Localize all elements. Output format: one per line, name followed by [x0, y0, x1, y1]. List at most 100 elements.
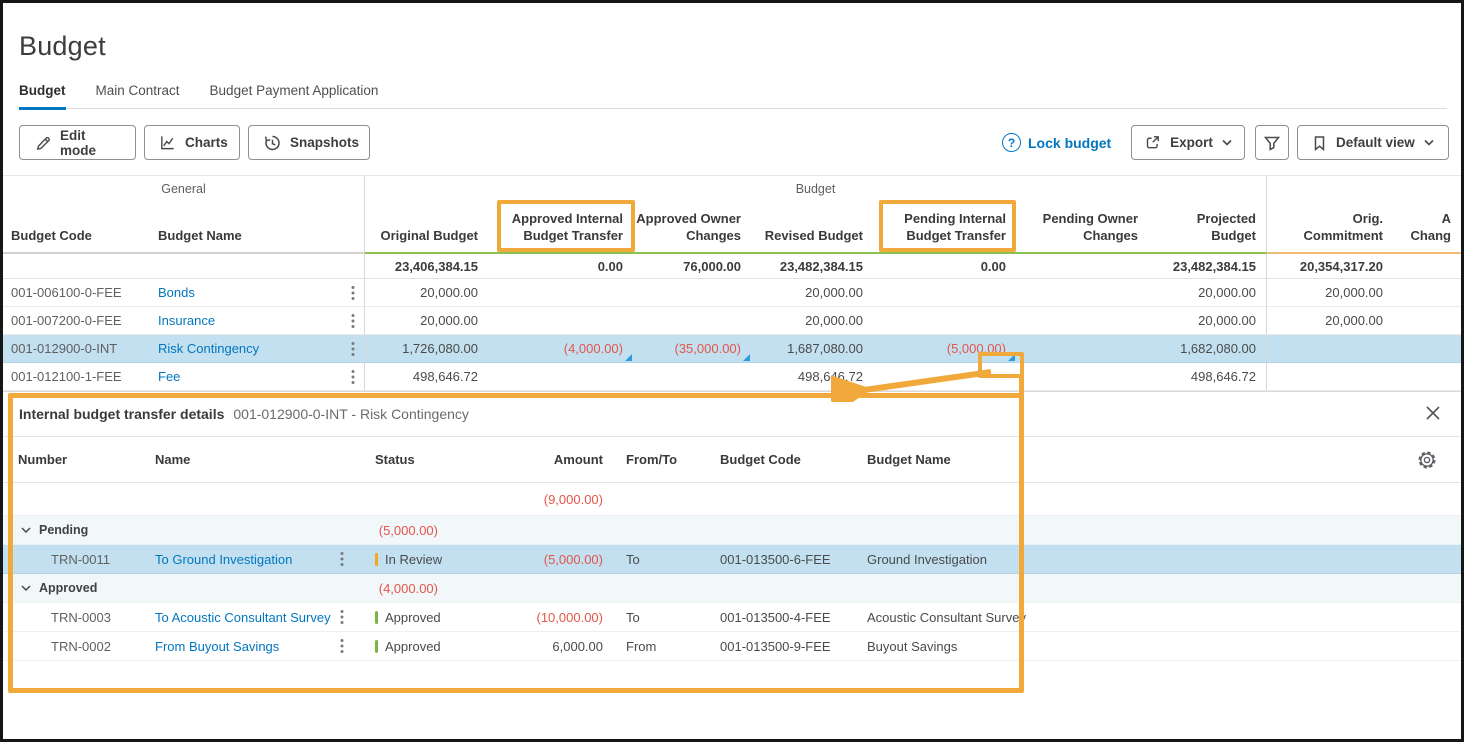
- kebab-icon[interactable]: [351, 313, 355, 329]
- column-header-appr_int[interactable]: Approved Internal Budget Transfer: [488, 202, 633, 254]
- budget-row[interactable]: 001-007200-0-FEE Insurance 20,000.00 20,000…: [3, 307, 1461, 335]
- cell-value: From: [626, 638, 657, 654]
- group-toggle[interactable]: Approved: [3, 581, 97, 595]
- budget-cell-original: 498,646.72: [365, 363, 488, 390]
- corner-triangle-icon[interactable]: [625, 354, 632, 361]
- budget-name-link[interactable]: Bonds: [158, 285, 195, 300]
- column-header-budget_code[interactable]: Budget Code: [720, 452, 801, 467]
- transfer-cell-budget_name: [679, 516, 979, 544]
- transfer-row-data[interactable]: TRN-0002 From Buyout Savings Approved 6,000…: [3, 632, 1461, 661]
- transfer-row-summary[interactable]: (9,000.00): [3, 483, 1461, 516]
- edit-mode-button[interactable]: Edit mode: [19, 125, 136, 160]
- cell-value: 23,482,384.15: [779, 258, 863, 274]
- budget-cell-pend_owner: [1016, 363, 1148, 390]
- group-toggle[interactable]: Pending: [3, 523, 88, 537]
- tab-main-contract[interactable]: Main Contract: [95, 83, 180, 98]
- export-button[interactable]: Export: [1131, 125, 1245, 160]
- cell-value: 20,000.00: [420, 285, 478, 300]
- transfer-cell-amount: (5,000.00): [505, 545, 603, 573]
- budget-cell-appr_int[interactable]: (4,000.00): [488, 335, 633, 362]
- budget-name-link[interactable]: Risk Contingency: [158, 341, 260, 356]
- kebab-icon[interactable]: [351, 369, 355, 385]
- column-header-pend_owner[interactable]: Pending Owner Changes: [1016, 202, 1148, 254]
- help-circle-icon[interactable]: ?: [1002, 133, 1021, 152]
- cell-value: 0.00: [980, 258, 1006, 274]
- lock-budget-action[interactable]: ? Lock budget: [1002, 133, 1111, 152]
- tabbar: Budget Main Contract Budget Payment Appl…: [19, 83, 378, 110]
- budget-row[interactable]: 001-012900-0-INT Risk Contingency 1,726,08…: [3, 335, 1461, 363]
- kebab-icon[interactable]: [340, 551, 344, 567]
- column-header-label: Budget Code: [11, 228, 92, 244]
- column-header-projected[interactable]: Projected Budget: [1148, 202, 1267, 254]
- cell-value: Acoustic Consultant Survey: [867, 609, 1026, 625]
- transfer-row-data[interactable]: TRN-0011 To Ground Investigation In Review…: [3, 545, 1461, 574]
- cell-value: 498,646.72: [412, 369, 478, 384]
- cell-value: 001-013500-9-FEE: [720, 638, 831, 654]
- budget-cell-appr_owner[interactable]: (35,000.00): [633, 335, 751, 362]
- cell-value: 1,726,080.00: [402, 341, 478, 356]
- budget-row[interactable]: 001-012100-1-FEE Fee 498,646.72 498,646.72 4…: [3, 363, 1461, 391]
- charts-button[interactable]: Charts: [144, 125, 240, 160]
- kebab-icon[interactable]: [351, 285, 355, 301]
- budget-cell-code: 001-012100-1-FEE: [3, 363, 150, 390]
- gear-icon[interactable]: [1417, 450, 1437, 475]
- cell-value: 20,354,317.20: [1299, 258, 1383, 274]
- kebab-icon[interactable]: [340, 609, 344, 625]
- budget-cell-name: [150, 254, 365, 278]
- status-bar-icon: [375, 610, 378, 624]
- transfer-cell-amount: (9,000.00): [505, 483, 603, 515]
- column-header-pend_int[interactable]: Pending Internal Budget Transfer: [873, 202, 1016, 254]
- column-header-code[interactable]: Budget Code: [3, 202, 150, 254]
- cell-value: (10,000.00): [536, 609, 604, 625]
- column-header-original[interactable]: Original Budget: [365, 202, 488, 254]
- column-header-extra[interactable]: A Chang: [1393, 202, 1461, 254]
- tab-budget-payment-application[interactable]: Budget Payment Application: [209, 83, 379, 98]
- transfer-row-group[interactable]: Pending (5,000.00): [3, 516, 1461, 545]
- transfer-cell-number: TRN-0011: [3, 545, 155, 573]
- column-header-from_to[interactable]: From/To: [626, 452, 678, 467]
- column-header-status[interactable]: Status: [375, 452, 415, 467]
- cell-value: Buyout Savings: [867, 638, 958, 654]
- transfer-cell-name: To Acoustic Consultant Survey: [155, 603, 340, 631]
- column-header-revised[interactable]: Revised Budget: [751, 202, 873, 254]
- transfer-row-data[interactable]: TRN-0003 To Acoustic Consultant Survey App…: [3, 603, 1461, 632]
- column-header-label: Pending Owner Changes: [1042, 211, 1138, 244]
- budget-name-link[interactable]: Fee: [158, 369, 181, 384]
- transfer-name-link[interactable]: To Acoustic Consultant Survey: [155, 609, 331, 625]
- column-header-number[interactable]: Number: [18, 452, 68, 467]
- close-icon[interactable]: [1424, 404, 1442, 427]
- transfer-name-link[interactable]: From Buyout Savings: [155, 638, 280, 654]
- budget-row[interactable]: 001-006100-0-FEE Bonds 20,000.00 20,000.00 2…: [3, 279, 1461, 307]
- column-header-name[interactable]: Name: [155, 452, 191, 467]
- lock-budget-label[interactable]: Lock budget: [1028, 134, 1112, 151]
- column-header-orig_commit[interactable]: Orig. Commitment: [1267, 202, 1393, 254]
- column-header-label: A Chang: [1410, 211, 1451, 244]
- column-header-budget_name[interactable]: Budget Name: [867, 452, 951, 467]
- transfer-cell-number: Approved: [3, 574, 340, 602]
- column-header-name[interactable]: Budget Name: [150, 202, 365, 254]
- transfer-cell-amount: (5,000.00): [340, 516, 438, 544]
- transfer-name-link[interactable]: To Ground Investigation: [155, 551, 293, 567]
- corner-triangle-icon[interactable]: [743, 354, 750, 361]
- budget-cell-orig_commit: [1267, 363, 1393, 390]
- column-header-appr_owner[interactable]: Approved Owner Changes: [633, 202, 751, 254]
- filter-button[interactable]: [1255, 125, 1289, 160]
- budget-name-link[interactable]: Insurance: [158, 313, 216, 328]
- budget-cell-pend_int: [873, 307, 1016, 334]
- budget-cell-pend_int: 0.00: [873, 254, 1016, 278]
- corner-triangle-icon[interactable]: [1008, 354, 1015, 361]
- default-view-button[interactable]: Default view: [1297, 125, 1449, 160]
- kebab-icon[interactable]: [351, 341, 355, 357]
- cell-value: 1,682,080.00: [1180, 341, 1256, 356]
- snapshots-button[interactable]: Snapshots: [248, 125, 370, 160]
- budget-cell-pend_int[interactable]: (5,000.00): [873, 335, 1016, 362]
- kebab-icon[interactable]: [340, 638, 344, 654]
- tab-budget[interactable]: Budget: [19, 83, 66, 110]
- cell-value: 20,000.00: [1198, 313, 1256, 328]
- column-header-amount[interactable]: Amount: [553, 452, 603, 467]
- transfer-row-group[interactable]: Approved (4,000.00): [3, 574, 1461, 603]
- budget-totals-row[interactable]: 23,406,384.15 0.00 76,000.00 23,482,384.15 0…: [3, 254, 1461, 279]
- transfer-cell-kebab: [340, 632, 375, 660]
- column-header-label: Revised Budget: [764, 228, 863, 244]
- cell-value: (5,000.00): [543, 551, 603, 567]
